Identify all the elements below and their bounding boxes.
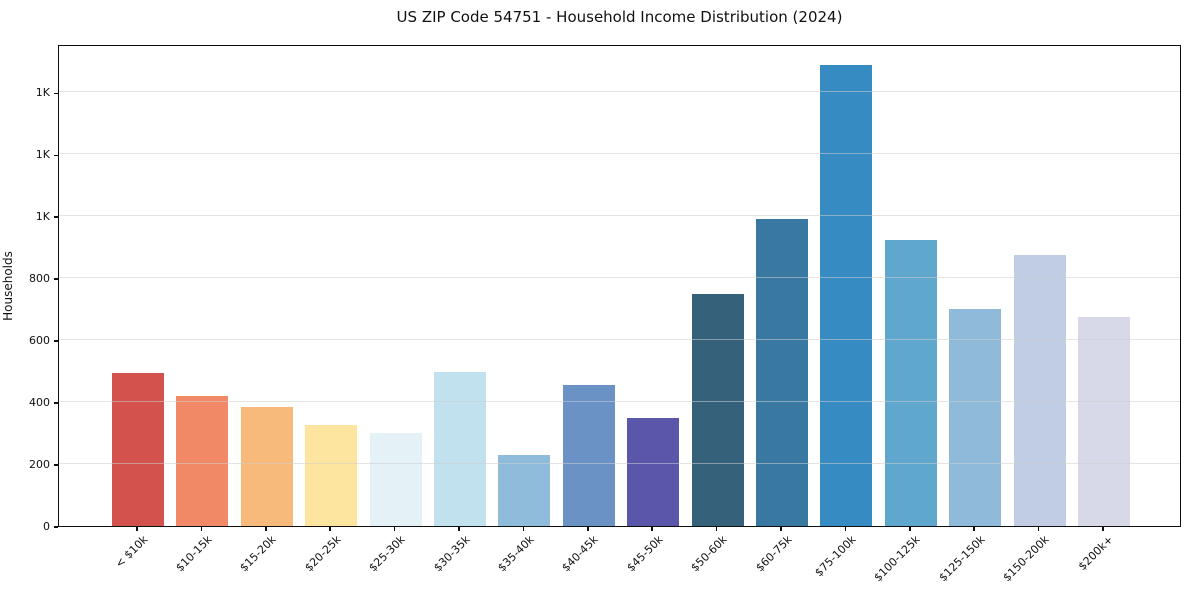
chart-title: US ZIP Code 54751 - Household Income Dis… <box>396 8 843 26</box>
x-tick-label: $20-25k <box>302 533 344 575</box>
x-tick-mark <box>651 527 653 531</box>
x-tick-mark <box>780 527 782 531</box>
x-tick-label: $100-125k <box>871 533 923 585</box>
bar <box>949 309 1002 526</box>
x-tick-label: $150-200k <box>1000 533 1052 585</box>
y-tick-label: 1K <box>35 210 50 224</box>
x-tick-mark <box>844 527 847 531</box>
x-tick-mark <box>909 527 911 531</box>
x-tick-mark <box>200 527 203 531</box>
bar <box>691 293 744 526</box>
y-tick-label: 1K <box>35 86 50 100</box>
x-tick-label: $125-150k <box>936 533 988 585</box>
bar <box>1078 316 1130 526</box>
x-tick-mark <box>329 527 331 531</box>
x-tick-label: $50-60k <box>688 533 730 575</box>
y-tick-mark <box>54 92 58 95</box>
bar <box>1013 254 1066 526</box>
x-tick-mark <box>973 527 975 531</box>
bar <box>112 372 164 526</box>
y-tick-label: 800 <box>29 272 50 286</box>
bar <box>562 385 615 526</box>
y-tick-label: 0 <box>43 520 50 533</box>
x-tick-label: $45-50k <box>624 533 666 575</box>
bar <box>369 433 422 526</box>
x-tick-mark <box>715 527 718 531</box>
x-tick-label: $10-15k <box>173 533 215 575</box>
x-tick-mark <box>136 527 138 531</box>
y-tick-mark <box>54 464 58 466</box>
bar <box>176 395 229 526</box>
y-tick-label: 1K <box>35 148 50 162</box>
bar <box>627 417 680 526</box>
y-tick-label: 600 <box>29 334 50 348</box>
y-tick-mark <box>54 402 58 404</box>
bar <box>884 239 937 526</box>
x-tick-label: $25-30k <box>366 533 408 575</box>
gridline <box>59 463 1180 465</box>
y-tick-mark <box>54 216 58 218</box>
x-tick-label: < $10k <box>112 533 151 571</box>
bar <box>240 406 293 526</box>
gridline <box>59 91 1180 93</box>
gridline <box>59 339 1180 341</box>
gridline <box>59 277 1180 279</box>
y-tick-label: 200 <box>29 458 50 472</box>
x-tick-label: $60-75k <box>752 533 795 575</box>
x-tick-mark <box>1037 527 1040 531</box>
y-tick-label: 400 <box>29 396 50 410</box>
x-tick-mark <box>393 527 396 531</box>
plot-area <box>58 45 1181 527</box>
x-tick-label: $15-20k <box>237 533 279 575</box>
x-tick-label: $35-40k <box>495 533 537 575</box>
y-tick-mark <box>54 340 58 342</box>
x-tick-label: $40-45k <box>559 533 601 575</box>
gridline <box>59 153 1180 155</box>
gridline <box>59 215 1180 217</box>
y-axis-label: Households <box>1 251 15 321</box>
gridline <box>59 401 1180 403</box>
bar <box>498 454 551 526</box>
bar <box>756 219 808 526</box>
bar <box>820 65 873 526</box>
x-tick-mark <box>522 527 525 531</box>
x-tick-label: $75-100k <box>812 533 859 580</box>
y-tick-mark <box>54 526 58 528</box>
x-tick-label: $200k+ <box>1076 533 1117 574</box>
x-tick-mark <box>265 527 267 531</box>
x-tick-mark <box>458 527 460 531</box>
bar <box>305 425 358 526</box>
y-tick-mark <box>54 278 58 280</box>
y-tick-mark <box>54 154 58 157</box>
bar <box>434 371 486 526</box>
x-tick-mark <box>1102 527 1104 531</box>
x-tick-label: $30-35k <box>430 533 473 575</box>
x-tick-mark <box>587 527 589 531</box>
